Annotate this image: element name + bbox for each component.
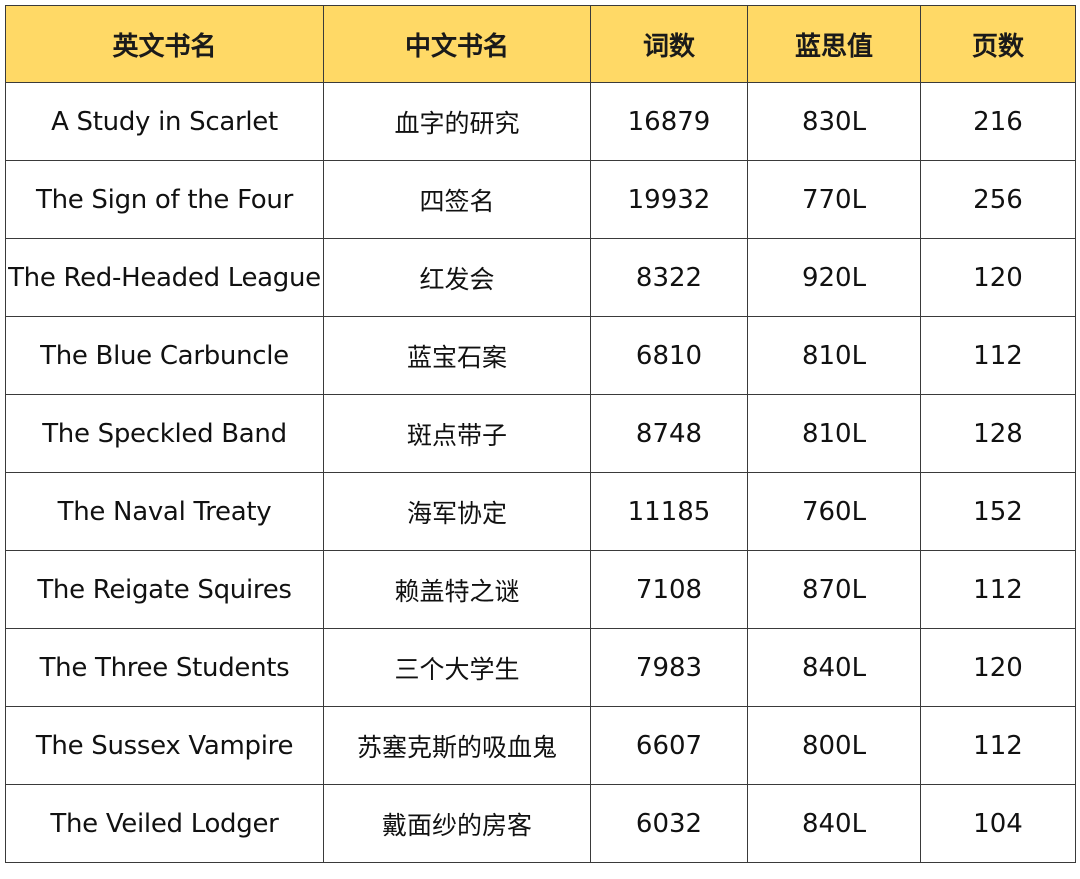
pages-cell: 120 bbox=[920, 628, 1076, 707]
chinese-title-cell: 海军协定 bbox=[323, 472, 591, 551]
table-row: The Red-Headed League 红发会 8322 920L 120 bbox=[5, 238, 1076, 317]
table-header: 英文书名 中文书名 词数 蓝思值 页数 bbox=[5, 5, 1076, 83]
word-count-cell: 8322 bbox=[590, 238, 748, 317]
table-row: The Three Students 三个大学生 7983 840L 120 bbox=[5, 628, 1076, 707]
english-title-cell: The Sussex Vampire bbox=[5, 706, 324, 785]
lexile-cell: 810L bbox=[747, 316, 921, 395]
pages-cell: 128 bbox=[920, 394, 1076, 473]
english-title-cell: A Study in Scarlet bbox=[5, 82, 324, 161]
chinese-title-cell: 血字的研究 bbox=[323, 82, 591, 161]
pages-cell: 152 bbox=[920, 472, 1076, 551]
english-title-cell: The Speckled Band bbox=[5, 394, 324, 473]
lexile-cell: 840L bbox=[747, 784, 921, 863]
chinese-title-cell: 蓝宝石案 bbox=[323, 316, 591, 395]
pages-cell: 112 bbox=[920, 550, 1076, 629]
chinese-title-cell: 苏塞克斯的吸血鬼 bbox=[323, 706, 591, 785]
lexile-cell: 810L bbox=[747, 394, 921, 473]
lexile-cell: 920L bbox=[747, 238, 921, 317]
lexile-cell: 840L bbox=[747, 628, 921, 707]
chinese-title-cell: 三个大学生 bbox=[323, 628, 591, 707]
english-title-cell: The Reigate Squires bbox=[5, 550, 324, 629]
lexile-cell: 830L bbox=[747, 82, 921, 161]
word-count-cell: 8748 bbox=[590, 394, 748, 473]
book-table: 英文书名 中文书名 词数 蓝思值 页数 A Study in Scarlet 血… bbox=[5, 5, 1076, 863]
table-row: A Study in Scarlet 血字的研究 16879 830L 216 bbox=[5, 82, 1076, 161]
word-count-cell: 11185 bbox=[590, 472, 748, 551]
pages-cell: 256 bbox=[920, 160, 1076, 239]
header-chinese-title: 中文书名 bbox=[323, 5, 591, 83]
pages-cell: 104 bbox=[920, 784, 1076, 863]
word-count-cell: 7983 bbox=[590, 628, 748, 707]
table-row: The Reigate Squires 赖盖特之谜 7108 870L 112 bbox=[5, 550, 1076, 629]
table-row: The Blue Carbuncle 蓝宝石案 6810 810L 112 bbox=[5, 316, 1076, 395]
header-lexile: 蓝思值 bbox=[747, 5, 921, 83]
header-english-title: 英文书名 bbox=[5, 5, 324, 83]
header-row: 英文书名 中文书名 词数 蓝思值 页数 bbox=[5, 5, 1076, 83]
pages-cell: 112 bbox=[920, 706, 1076, 785]
table-row: The Speckled Band 斑点带子 8748 810L 128 bbox=[5, 394, 1076, 473]
word-count-cell: 6810 bbox=[590, 316, 748, 395]
table-row: The Sign of the Four 四签名 19932 770L 256 bbox=[5, 160, 1076, 239]
chinese-title-cell: 四签名 bbox=[323, 160, 591, 239]
chinese-title-cell: 戴面纱的房客 bbox=[323, 784, 591, 863]
word-count-cell: 6607 bbox=[590, 706, 748, 785]
word-count-cell: 19932 bbox=[590, 160, 748, 239]
chinese-title-cell: 赖盖特之谜 bbox=[323, 550, 591, 629]
word-count-cell: 6032 bbox=[590, 784, 748, 863]
word-count-cell: 7108 bbox=[590, 550, 748, 629]
lexile-cell: 800L bbox=[747, 706, 921, 785]
english-title-cell: The Three Students bbox=[5, 628, 324, 707]
header-pages: 页数 bbox=[920, 5, 1076, 83]
pages-cell: 112 bbox=[920, 316, 1076, 395]
table-row: The Veiled Lodger 戴面纱的房客 6032 840L 104 bbox=[5, 784, 1076, 863]
table-row: The Sussex Vampire 苏塞克斯的吸血鬼 6607 800L 11… bbox=[5, 706, 1076, 785]
english-title-cell: The Sign of the Four bbox=[5, 160, 324, 239]
lexile-cell: 870L bbox=[747, 550, 921, 629]
lexile-cell: 760L bbox=[747, 472, 921, 551]
english-title-cell: The Blue Carbuncle bbox=[5, 316, 324, 395]
english-title-cell: The Red-Headed League bbox=[5, 238, 324, 317]
table-body: A Study in Scarlet 血字的研究 16879 830L 216 … bbox=[5, 82, 1076, 863]
lexile-cell: 770L bbox=[747, 160, 921, 239]
chinese-title-cell: 红发会 bbox=[323, 238, 591, 317]
pages-cell: 216 bbox=[920, 82, 1076, 161]
pages-cell: 120 bbox=[920, 238, 1076, 317]
header-word-count: 词数 bbox=[590, 5, 748, 83]
english-title-cell: The Naval Treaty bbox=[5, 472, 324, 551]
english-title-cell: The Veiled Lodger bbox=[5, 784, 324, 863]
table-row: The Naval Treaty 海军协定 11185 760L 152 bbox=[5, 472, 1076, 551]
word-count-cell: 16879 bbox=[590, 82, 748, 161]
chinese-title-cell: 斑点带子 bbox=[323, 394, 591, 473]
